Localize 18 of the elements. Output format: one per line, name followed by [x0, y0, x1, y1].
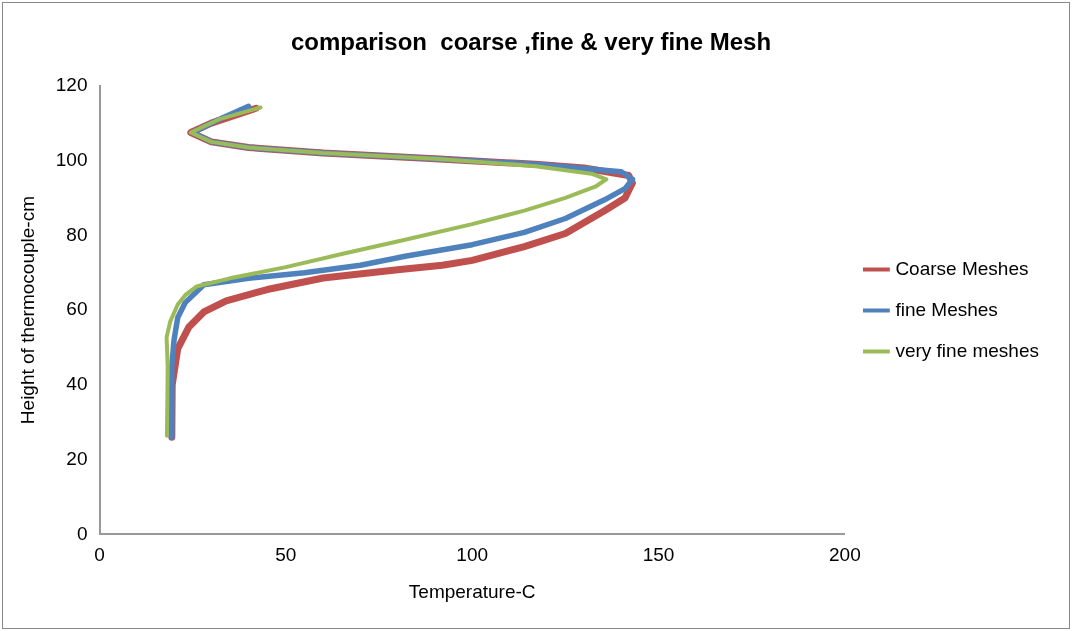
y-tick-label: 0 — [76, 522, 88, 544]
y-axis-title: Height of thermocouple-cm — [16, 196, 38, 425]
x-tick-label: 100 — [456, 544, 489, 566]
y-tick-label: 20 — [66, 447, 88, 469]
y-tick-label: 100 — [55, 148, 88, 170]
x-axis-title: Temperature-C — [408, 580, 536, 602]
x-tick-label: 200 — [829, 544, 861, 566]
legend-label: very fine meshes — [895, 339, 1040, 361]
y-tick-label: 120 — [55, 74, 88, 96]
chart-title: comparison coarse ,fine & very fine Mesh — [290, 28, 772, 56]
y-tick-label: 60 — [66, 298, 88, 320]
legend-label: Coarse Meshes — [895, 257, 1029, 279]
x-tick-label: 0 — [94, 544, 105, 566]
y-tick-label: 80 — [66, 223, 88, 245]
x-tick-label: 150 — [642, 544, 675, 566]
x-tick-label: 50 — [275, 544, 297, 566]
legend-label: fine Meshes — [895, 298, 998, 320]
y-tick-label: 40 — [66, 373, 88, 395]
